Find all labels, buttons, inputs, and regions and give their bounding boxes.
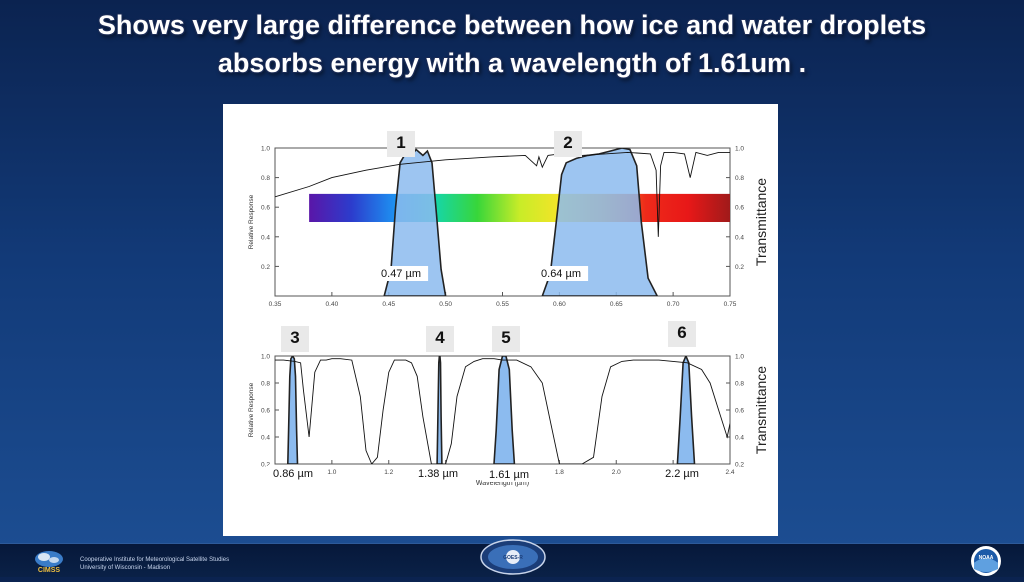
footer-bar: CIMSS Cooperative Institute for Meteorol…: [0, 539, 1024, 577]
band-label: 1.61 µm: [489, 469, 529, 481]
y2-axis-label: Transmittance: [753, 366, 769, 454]
noaa-logo: NOAA: [964, 545, 1008, 577]
y2-axis-label: Transmittance: [753, 178, 769, 266]
slide-title: Shows very large difference between how …: [0, 6, 1024, 82]
goes-logo: GOES-R: [478, 538, 548, 576]
band-number-6: 6: [677, 323, 686, 342]
slide-title-line-1: Shows very large difference between how …: [97, 10, 927, 40]
x-tick-label: 0.50: [439, 301, 452, 308]
band-label-bg: [533, 266, 589, 281]
y-tick-label: 0.2: [261, 264, 270, 271]
band-5-response: [493, 356, 516, 464]
band-label: 1.38 µm: [418, 468, 458, 480]
goes-logo-text: GOES-R: [503, 555, 523, 561]
y-tick-label: 1.0: [261, 354, 270, 361]
y-tick-label: 0.4: [261, 234, 270, 241]
y2-tick-label: 0.4: [735, 435, 744, 442]
y2-tick-label: 0.2: [735, 264, 744, 271]
band-label: 0.86 µm: [273, 468, 313, 480]
x-tick-label: 0.75: [724, 301, 737, 308]
x-tick-label: 0.40: [326, 301, 339, 308]
cimss-logo: CIMSS: [28, 548, 70, 574]
band-label: 0.47 µm: [381, 268, 421, 280]
band-1-response: [383, 148, 447, 296]
y-tick-label: 0.6: [261, 205, 270, 212]
band-label-bg: [658, 466, 706, 481]
y2-tick-label: 1.0: [735, 146, 744, 153]
band-label-bg: [481, 467, 537, 482]
slide-title-line-2: absorbs energy with a wavelength of 1.61…: [217, 48, 807, 78]
y-tick-label: 0.6: [261, 408, 270, 415]
plot-area-2: [275, 356, 730, 464]
y2-tick-label: 0.8: [735, 175, 744, 182]
band-response-chart: 0.35 0.40 0.45 0.50 0.55 0.60 0.65 0.70 0.750.2 0…: [248, 131, 769, 487]
footer-text: Cooperative Institute for Meteorological…: [80, 556, 229, 572]
plot-area-1: [275, 148, 730, 296]
x-tick-label: 0.70: [667, 301, 680, 308]
x-tick-label: 0.35: [269, 301, 282, 308]
y-tick-label: 0.8: [261, 175, 270, 182]
y-axis-label: Relative Response: [248, 194, 255, 249]
y-tick-label: 0.8: [261, 381, 270, 388]
band-4-response: [436, 356, 443, 464]
footer-university: University of Wisconsin - Madison: [80, 565, 171, 571]
y-axis-label: Relative Response: [248, 382, 255, 437]
y2-tick-label: 0.8: [735, 381, 744, 388]
x-tick-label: 1.8: [555, 469, 564, 476]
band-number-2: 2: [563, 133, 572, 152]
band-number-4: 4: [435, 328, 445, 347]
band-label-bg: [373, 266, 429, 281]
band-number-badge: [492, 326, 520, 352]
band-number-badge: [554, 131, 582, 157]
x-tick-label: 0.60: [553, 301, 566, 308]
x-tick-label: 0.45: [382, 301, 395, 308]
x-tick-label: 2.4: [725, 469, 734, 476]
y2-tick-label: 1.0: [735, 354, 744, 361]
band-number-1: 1: [396, 133, 405, 152]
transmittance-line: [275, 151, 730, 237]
y-tick-label: 0.4: [261, 435, 270, 442]
band-number-5: 5: [501, 328, 510, 347]
y2-tick-label: 0.6: [735, 205, 744, 212]
band-number-badge: [387, 131, 415, 157]
band-number-3: 3: [290, 328, 299, 347]
x-tick-label: 0.65: [610, 301, 623, 308]
band-3-response: [286, 356, 299, 464]
y2-tick-label: 0.2: [735, 462, 744, 469]
y-tick-label: 0.2: [261, 462, 270, 469]
band-label: 0.64 µm: [541, 268, 581, 280]
x-tick-label: 1.2: [384, 469, 393, 476]
band-number-badge: [668, 321, 696, 347]
y2-tick-label: 0.6: [735, 408, 744, 415]
figure-panel: 0.35 0.40 0.45 0.50 0.55 0.60 0.65 0.70 0.75 0.2 0…: [223, 104, 778, 536]
y-tick-label: 1.0: [261, 146, 270, 153]
band-6-response: [676, 356, 696, 464]
band-2-response: [541, 148, 659, 296]
band-number-badge: [426, 326, 454, 352]
x-tick-label: 1.0: [327, 469, 336, 476]
footer-institute: Cooperative Institute for Meteorological…: [80, 557, 230, 563]
transmittance-line: [275, 358, 730, 464]
x-axis-label: Wavelength (µm): [476, 480, 529, 487]
band-label-bg: [410, 466, 466, 481]
x-tick-label: 2.0: [612, 469, 621, 476]
band-number-badge: [281, 326, 309, 352]
noaa-logo-text: NOAA: [979, 555, 994, 561]
band-label-bg: [265, 466, 321, 481]
x-tick-label: 0.55: [496, 301, 509, 308]
y2-tick-label: 0.4: [735, 234, 744, 241]
cimss-logo-text: CIMSS: [38, 567, 61, 574]
visible-spectrum-bar: [309, 193, 730, 222]
band-label: 2.2 µm: [665, 468, 699, 480]
